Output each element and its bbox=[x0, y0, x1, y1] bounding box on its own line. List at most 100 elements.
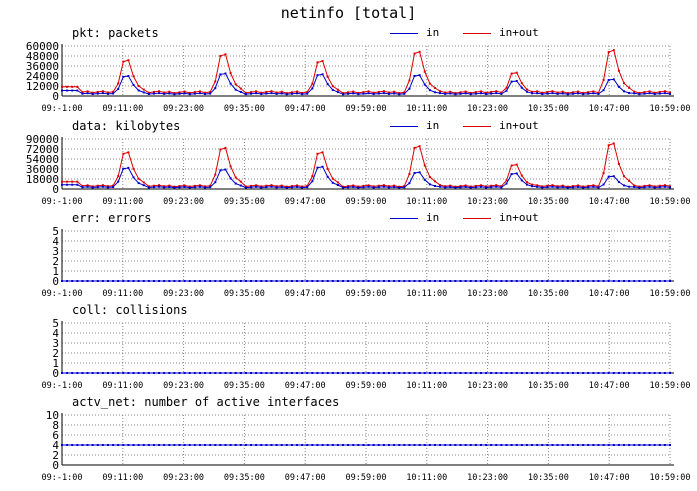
data-point-in bbox=[224, 280, 227, 282]
data-point-in bbox=[106, 280, 109, 282]
data-point-in bbox=[587, 372, 590, 374]
data-point-in bbox=[387, 280, 390, 282]
data-point-in bbox=[408, 182, 411, 185]
data-point-inout bbox=[607, 51, 610, 53]
x-tick-label: 09:59:00 bbox=[346, 381, 387, 391]
data-point-in bbox=[597, 186, 600, 189]
data-point-in bbox=[112, 280, 115, 282]
data-point-inout bbox=[367, 90, 370, 93]
data-point-inout bbox=[628, 86, 631, 89]
data-point-inout bbox=[444, 185, 447, 188]
data-point-in bbox=[485, 372, 488, 374]
data-point-inout bbox=[352, 90, 355, 93]
data-point-inout bbox=[239, 180, 242, 183]
data-point-in bbox=[117, 88, 120, 90]
data-point-in bbox=[352, 185, 355, 188]
data-point-in bbox=[321, 165, 324, 168]
data-point-inout bbox=[479, 184, 482, 187]
data-point-in bbox=[531, 444, 534, 446]
data-point-inout bbox=[96, 184, 99, 187]
data-point-in bbox=[198, 185, 201, 188]
x-tick-label: 09:59:00 bbox=[346, 197, 387, 207]
data-point-inout bbox=[342, 92, 345, 95]
data-point-inout bbox=[76, 180, 79, 183]
data-point-in bbox=[244, 280, 247, 282]
data-point-in bbox=[372, 372, 375, 374]
data-point-inout bbox=[132, 75, 135, 78]
data-point-in bbox=[122, 372, 125, 374]
data-point-in bbox=[112, 186, 115, 189]
data-point-inout bbox=[541, 185, 544, 188]
data-point-inout bbox=[147, 185, 150, 188]
data-point-inout bbox=[510, 72, 513, 75]
data-point-inout bbox=[147, 91, 150, 94]
data-point-in bbox=[459, 186, 462, 189]
x-tick-label: 10:23:00 bbox=[467, 104, 508, 114]
data-point-inout bbox=[219, 148, 222, 151]
data-point-in bbox=[86, 185, 89, 188]
data-point-in bbox=[398, 186, 401, 189]
data-point-in bbox=[459, 92, 462, 95]
data-point-in bbox=[449, 444, 452, 446]
data-point-in bbox=[61, 280, 63, 282]
data-point-in bbox=[367, 280, 370, 282]
data-point-in bbox=[137, 372, 140, 374]
data-point-inout bbox=[485, 185, 488, 188]
data-point-in bbox=[250, 92, 253, 95]
data-point-inout bbox=[86, 184, 89, 187]
data-point-in bbox=[423, 83, 426, 86]
data-point-inout bbox=[449, 184, 452, 187]
data-point-in bbox=[71, 372, 74, 374]
data-point-in bbox=[244, 186, 247, 189]
data-point-in bbox=[101, 280, 104, 282]
data-point-in bbox=[127, 75, 130, 77]
data-point-inout bbox=[214, 173, 217, 176]
data-point-in bbox=[204, 280, 207, 282]
y-tick-label: 2 bbox=[52, 449, 59, 462]
data-point-in bbox=[633, 185, 636, 188]
data-point-in bbox=[623, 444, 626, 446]
data-point-in bbox=[561, 186, 564, 189]
data-point-in bbox=[459, 444, 462, 446]
data-point-inout bbox=[357, 185, 360, 188]
chart-title: pkt: packets bbox=[72, 26, 159, 40]
data-point-in bbox=[147, 280, 150, 282]
data-point-inout bbox=[61, 180, 63, 183]
data-point-in bbox=[336, 280, 339, 282]
data-point-in bbox=[607, 280, 610, 282]
data-point-in bbox=[556, 372, 559, 374]
data-point-in bbox=[459, 372, 462, 374]
data-point-in bbox=[485, 93, 488, 96]
data-point-in bbox=[296, 372, 299, 374]
data-point-in bbox=[96, 186, 99, 189]
data-point-in bbox=[224, 72, 227, 75]
data-point-in bbox=[628, 280, 631, 282]
data-point-in bbox=[306, 444, 309, 446]
data-point-inout bbox=[66, 85, 69, 88]
data-point-in bbox=[551, 185, 554, 188]
data-point-in bbox=[301, 93, 304, 96]
data-point-in bbox=[301, 372, 304, 374]
x-tick-label: 09:35:00 bbox=[224, 104, 265, 114]
data-point-inout bbox=[464, 90, 467, 93]
data-point-in bbox=[382, 92, 385, 95]
data-point-in bbox=[326, 372, 329, 374]
data-point-in bbox=[628, 185, 631, 188]
y-tick-label: 5 bbox=[52, 317, 59, 330]
data-point-in bbox=[393, 186, 396, 189]
data-point-in bbox=[643, 372, 646, 374]
data-point-in bbox=[158, 444, 161, 446]
data-point-in bbox=[505, 444, 508, 446]
data-point-inout bbox=[178, 91, 181, 94]
data-point-in bbox=[321, 73, 324, 76]
data-point-in bbox=[377, 444, 380, 446]
data-point-in bbox=[571, 280, 574, 282]
data-point-in bbox=[122, 444, 125, 446]
data-point-in bbox=[229, 82, 232, 85]
data-point-inout bbox=[96, 90, 99, 93]
data-point-in bbox=[561, 444, 564, 446]
data-point-in bbox=[658, 92, 661, 95]
data-point-in bbox=[214, 372, 217, 374]
x-tick-label: 10:23:00 bbox=[467, 289, 508, 299]
data-point-inout bbox=[168, 184, 171, 187]
